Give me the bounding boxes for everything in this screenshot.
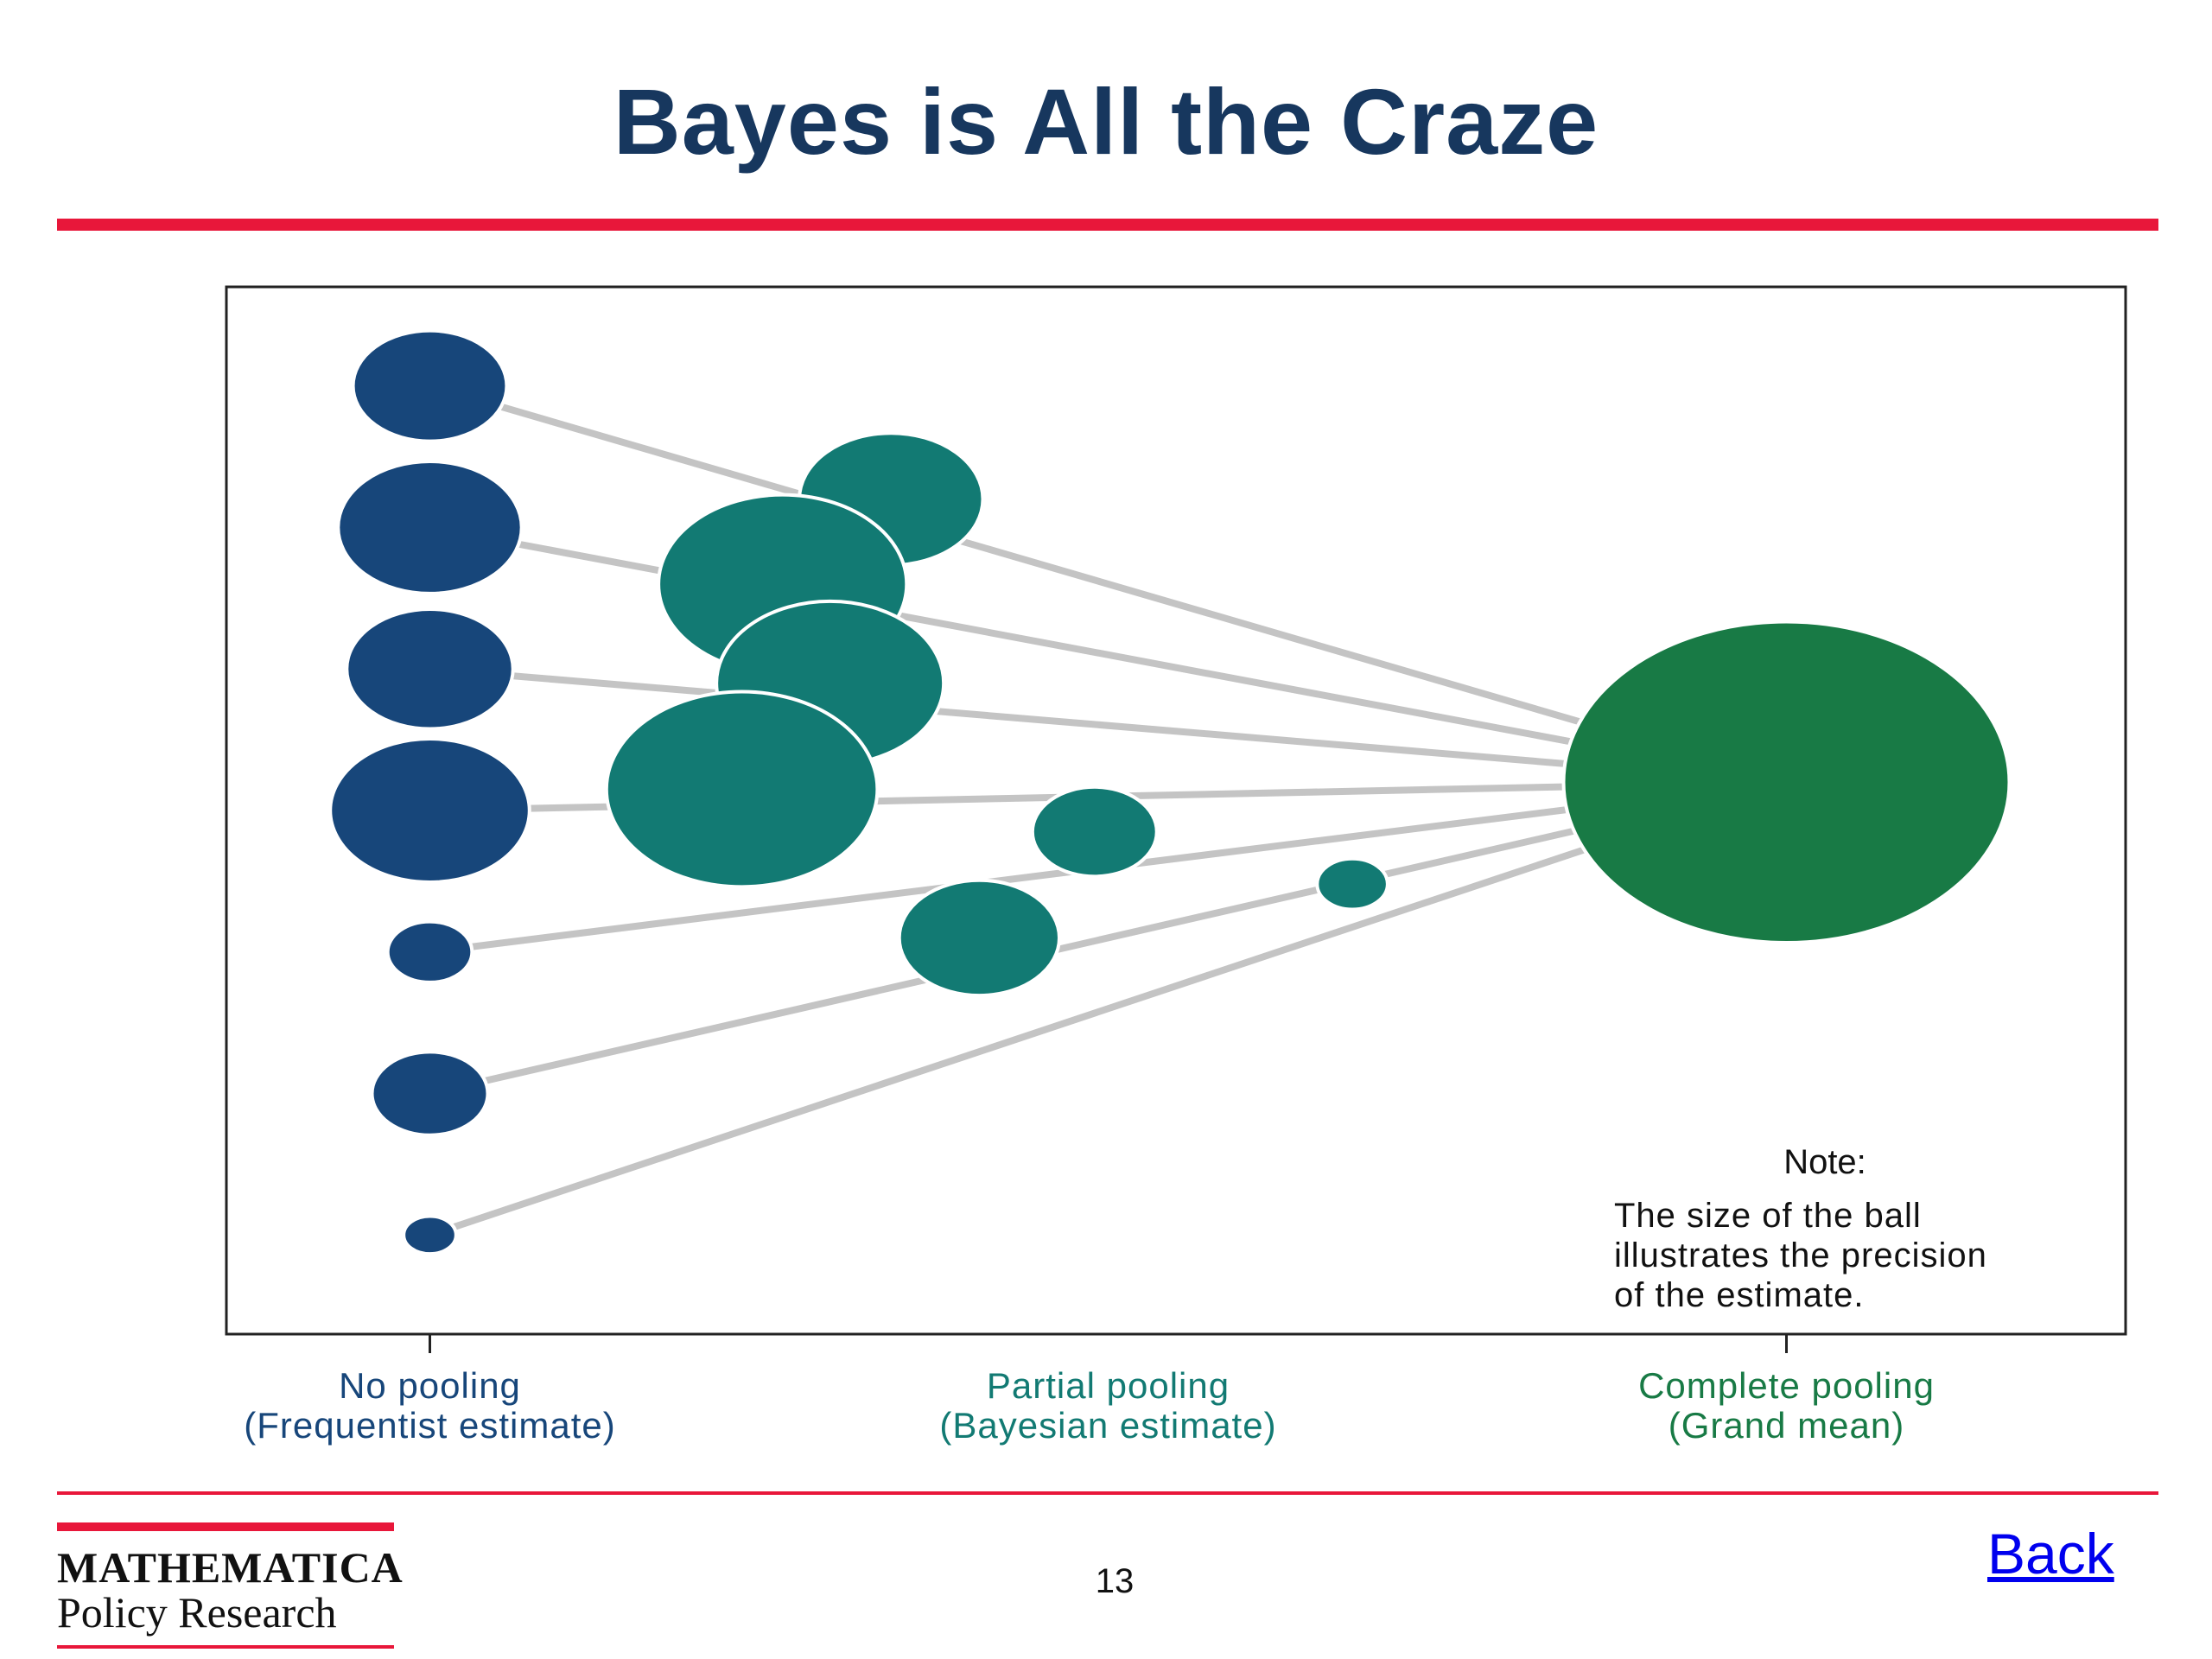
no-pooling-ball (345, 607, 515, 731)
connector-line (429, 665, 1787, 786)
logo-bottom-bar (57, 1645, 394, 1649)
note-line-1: The size of the ball (1614, 1197, 1922, 1235)
connector-line (429, 524, 1788, 786)
x-tick-label-line1: No pooling (339, 1365, 521, 1406)
connector-line (429, 779, 1788, 1097)
partial-pooling-ball (1030, 785, 1159, 879)
mathematica-logo: MATHEMATICA Policy Research (57, 1522, 404, 1649)
x-tick-label-line1: Complete pooling (1638, 1365, 1935, 1406)
x-tick-label-line2: (Bayesian estimate) (939, 1405, 1276, 1446)
connector-line (429, 382, 1788, 786)
slide-title: Bayes is All the Craze (613, 69, 1599, 174)
back-link[interactable]: Back (1987, 1522, 2114, 1586)
partial-pooling-ball (1315, 856, 1389, 912)
estimate-balls (328, 328, 2012, 1256)
no-pooling-ball (336, 459, 524, 595)
partial-pooling-ball (604, 690, 880, 889)
logo-subtitle: Policy Research (57, 1588, 337, 1637)
logo-wordmark: MATHEMATICA (57, 1543, 404, 1592)
note-heading: Note: (1783, 1143, 1866, 1181)
note-line-3: of the estimate. (1614, 1276, 1864, 1314)
no-pooling-ball (328, 737, 531, 884)
page-number: 13 (1095, 1562, 1135, 1600)
no-pooling-ball (370, 1050, 490, 1137)
chart-note: Note: The size of the ball illustrates t… (1614, 1143, 1987, 1314)
x-tick-label-line2: (Frequentist estimate) (244, 1405, 615, 1446)
logo-top-bar (57, 1522, 394, 1531)
title-divider (57, 219, 2158, 231)
x-tick-label-line1: Partial pooling (987, 1365, 1230, 1406)
x-tick-label-line2: (Grand mean) (1669, 1405, 1904, 1446)
no-pooling-ball (351, 328, 509, 443)
no-pooling-ball (402, 1214, 458, 1256)
footer-divider (57, 1491, 2158, 1495)
no-pooling-ball (385, 919, 474, 984)
partial-pooling-ball (897, 878, 1061, 998)
x-axis-labels: No pooling(Frequentist estimate) Partial … (244, 1365, 1935, 1446)
x-axis-ticks (429, 1334, 1788, 1353)
connector-line (429, 779, 1788, 1239)
note-line-2: illustrates the precision (1614, 1236, 1987, 1274)
complete-pooling-ball (1561, 620, 2012, 944)
